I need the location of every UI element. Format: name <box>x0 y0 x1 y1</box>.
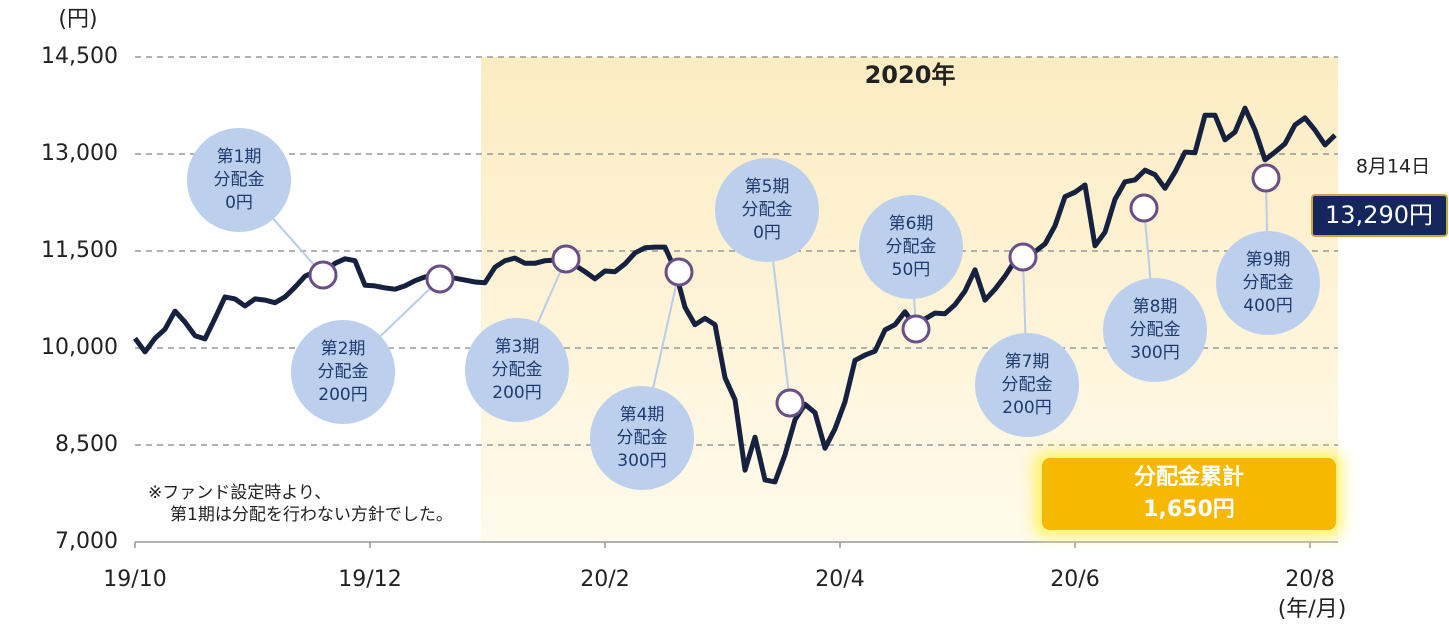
bubble-amount: 400円 <box>1243 296 1292 316</box>
x-tick-label: 19/10 <box>103 567 166 592</box>
bubble-label: 分配金 <box>617 428 668 448</box>
bubble <box>291 320 395 424</box>
bubble-amount: 0円 <box>225 193 253 213</box>
y-axis-label: (円) <box>58 7 97 32</box>
x-tick-label: 20/8 <box>1285 567 1334 592</box>
bubble <box>590 386 694 490</box>
bubble <box>1216 231 1320 335</box>
bubble-period: 第2期 <box>321 339 366 359</box>
bubble-period: 第8期 <box>1133 297 1178 317</box>
highlight-label: 2020年 <box>865 61 956 89</box>
bubble-period: 第4期 <box>620 405 665 425</box>
bubble <box>465 318 569 422</box>
event-marker <box>1129 193 1159 223</box>
y-tick-label: 10,000 <box>41 335 118 360</box>
event-marker <box>1008 242 1038 272</box>
bubble-amount: 0円 <box>753 223 781 243</box>
x-tick-label: 20/2 <box>580 567 629 592</box>
bubble-label: 分配金 <box>1243 273 1294 293</box>
bubble-amount: 300円 <box>1130 343 1179 363</box>
bubble-label: 分配金 <box>742 200 793 220</box>
total-title: 分配金累計 <box>1134 464 1244 490</box>
event-marker <box>664 257 694 287</box>
bubble-period: 第3期 <box>495 337 540 357</box>
event-marker <box>901 314 931 344</box>
bubble <box>975 333 1079 437</box>
end-value-box <box>1311 194 1448 237</box>
bubble-amount: 200円 <box>492 383 541 403</box>
bubble-period: 第9期 <box>1246 250 1291 270</box>
bubble-amount: 200円 <box>318 385 367 405</box>
bubble <box>715 158 819 262</box>
end-value: 13,290円 <box>1325 201 1433 229</box>
bubble-period: 第7期 <box>1005 352 1050 372</box>
bubble <box>1103 278 1207 382</box>
bubble-label: 分配金 <box>886 237 937 257</box>
bubble-label: 分配金 <box>492 360 543 380</box>
total-bg <box>1042 458 1336 530</box>
y-tick-label: 8,500 <box>55 432 118 457</box>
bubble-label: 分配金 <box>1130 320 1181 340</box>
total-box: 分配金累計 1,650円 <box>1034 452 1342 536</box>
x-axis-label: (年/月) <box>1278 597 1347 622</box>
bubble-label: 分配金 <box>318 362 369 382</box>
bubble <box>187 128 291 232</box>
y-tick-label: 14,500 <box>41 44 118 69</box>
y-tick-label: 13,000 <box>41 141 118 166</box>
bubble-label: 分配金 <box>214 170 265 190</box>
bubble-amount: 300円 <box>617 451 666 471</box>
note: 第1期は分配を行わない方針でした。 <box>170 505 453 525</box>
event-marker <box>1251 163 1281 193</box>
x-tick-label: 20/4 <box>815 567 864 592</box>
bubble-amount: 50円 <box>892 260 931 280</box>
x-tick-label: 20/6 <box>1050 567 1099 592</box>
event-marker <box>425 264 455 294</box>
bubble-period: 第5期 <box>745 177 790 197</box>
event-marker <box>775 388 805 418</box>
bubble-label: 分配金 <box>1002 375 1053 395</box>
total-value: 1,650円 <box>1143 497 1235 522</box>
price-line <box>132 105 1337 485</box>
bubble <box>859 195 963 299</box>
bubble-period: 第1期 <box>217 147 262 167</box>
y-tick-label: 11,500 <box>41 238 118 263</box>
note: ※ファンド設定時より、 <box>148 483 331 503</box>
end-date: 8月14日 <box>1356 156 1430 178</box>
bubble-period: 第6期 <box>889 214 934 234</box>
y-tick-label: 7,000 <box>55 529 118 554</box>
x-tick-label: 19/12 <box>338 567 401 592</box>
event-marker <box>308 260 338 290</box>
event-marker <box>551 244 581 274</box>
bubble-amount: 200円 <box>1002 398 1051 418</box>
